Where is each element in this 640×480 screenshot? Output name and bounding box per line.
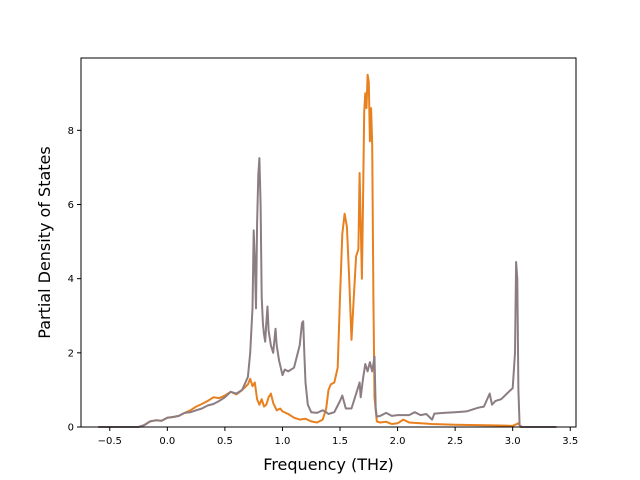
y-tick-label: 8: [68, 126, 74, 137]
x-tick-label: 3.5: [562, 436, 578, 447]
x-axis-label: Frequency (THz): [263, 455, 393, 474]
x-tick-label: 0.5: [217, 436, 233, 447]
series-line-0: [98, 73, 557, 428]
y-tick-label: 2: [68, 348, 74, 359]
x-tick-label: 0.0: [159, 436, 175, 447]
x-tick-label: −0.5: [98, 436, 122, 447]
x-tick-label: 2.0: [390, 436, 406, 447]
y-axis: 0 2 4 6 8: [68, 126, 81, 434]
axes-frame: [80, 57, 577, 428]
plot-area: [98, 73, 557, 428]
y-tick-label: 4: [68, 274, 74, 285]
y-tick-label: 0: [68, 423, 74, 434]
y-tick-label: 6: [68, 200, 74, 211]
x-tick-label: 1.0: [275, 436, 291, 447]
x-tick-label: 2.5: [447, 436, 463, 447]
x-tick-label: 3.0: [505, 436, 521, 447]
y-axis-label: Partial Density of States: [35, 146, 54, 338]
series-line-1: [98, 157, 557, 428]
x-tick-label: 1.5: [332, 436, 348, 447]
x-axis: −0.5 0.0 0.5 1.0 1.5 2.0 2.5 3.0 3.5: [98, 427, 578, 447]
